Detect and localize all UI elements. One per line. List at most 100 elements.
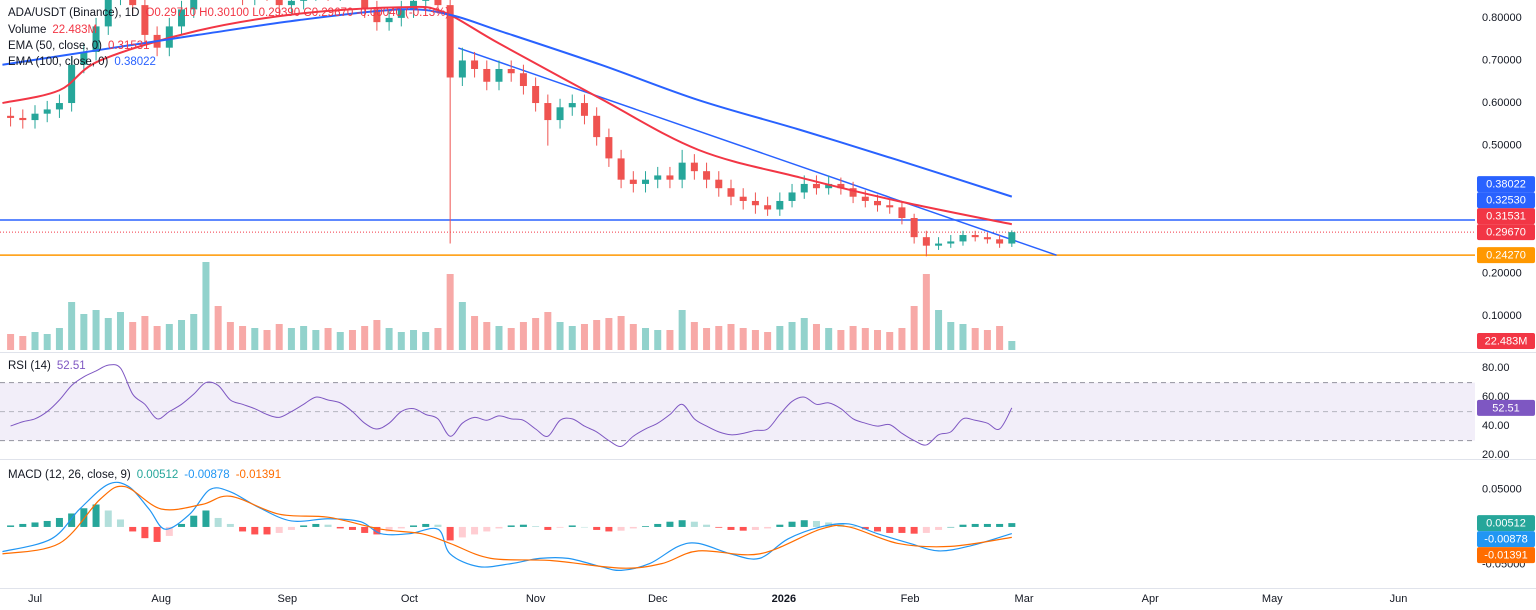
macd-histogram-bar xyxy=(68,513,76,527)
axes: Jul Aug Sep Oct Nov Dec 2026 Feb Mar Apr May Jun 0.8… xyxy=(28,12,1535,605)
rsi-value: 52.51 xyxy=(57,360,86,372)
macd-histogram-bar xyxy=(190,515,198,527)
macd-histogram-bar xyxy=(141,526,149,539)
legend-row: EMA (50, close, 0) 0.31531 xyxy=(8,40,150,52)
macd-line xyxy=(2,481,1012,572)
macd-histogram-bar xyxy=(129,526,137,532)
rsi-tick-label: 20.00 xyxy=(1482,449,1510,461)
candle-body xyxy=(788,192,796,201)
volume-bar xyxy=(874,330,882,350)
candle-body xyxy=(654,175,662,180)
macd-histogram-bar xyxy=(361,526,369,533)
volume-tag-text: 22.483M xyxy=(1485,335,1528,347)
macd-histogram-bar xyxy=(80,508,88,527)
candle-body xyxy=(178,9,186,27)
price-tag-text: 0.29670 xyxy=(1486,227,1526,239)
volume-bar xyxy=(898,328,906,350)
candle-body xyxy=(519,73,527,87)
volume-bar xyxy=(446,274,454,350)
macd-histogram-bar xyxy=(434,524,442,527)
rsi-legend: RSI (14) xyxy=(8,360,51,372)
volume-bar xyxy=(324,328,332,350)
volume-bar xyxy=(886,332,894,350)
macd-histogram-bar xyxy=(226,523,234,527)
macd-histogram-bar xyxy=(922,526,930,533)
symbol-title: ADA/USDT (Binance), 1D xyxy=(8,7,139,19)
macd-histogram-bar xyxy=(605,526,613,532)
candle-body xyxy=(80,51,88,65)
volume-bar xyxy=(959,324,967,350)
macd-histogram-bar xyxy=(19,523,27,527)
candle-body xyxy=(800,183,808,193)
macd-histogram-bar xyxy=(263,526,271,535)
candle-body xyxy=(373,9,381,23)
candle-body xyxy=(129,0,137,6)
volume-bar xyxy=(739,328,747,350)
macd-pane xyxy=(2,481,1016,572)
candle-body xyxy=(690,162,698,172)
volume-tag xyxy=(1477,333,1535,350)
volume-bar xyxy=(251,328,259,350)
x-tick-label: Jul xyxy=(28,593,42,605)
volume-bar xyxy=(861,328,869,350)
macd-histogram-bar xyxy=(800,520,808,527)
candle-body xyxy=(703,171,711,180)
volume-bar xyxy=(19,336,27,350)
candle-body xyxy=(19,117,27,121)
volume-bar xyxy=(776,326,784,350)
rsi-line xyxy=(10,364,1013,447)
volume-bar xyxy=(495,326,503,350)
macd-histogram-bar xyxy=(251,526,259,535)
macd-histogram-bar xyxy=(214,517,222,527)
macd-tag xyxy=(1477,547,1535,564)
x-tick-label: Apr xyxy=(1142,593,1159,605)
legend-row: MACD (12, 26, close, 9) 0.00512 -0.00878 -0… xyxy=(8,469,281,481)
volume-bar xyxy=(226,322,234,350)
volume-bar xyxy=(983,330,991,350)
volume-bar xyxy=(1008,341,1016,350)
candle-body xyxy=(300,0,308,1)
candle-body xyxy=(996,239,1004,244)
macd-histogram-bar xyxy=(629,526,637,529)
volume-bar xyxy=(165,324,173,350)
candle-body xyxy=(275,0,283,6)
candle-body xyxy=(935,243,943,246)
ema50-legend: EMA (50, close, 0) xyxy=(8,40,102,52)
x-tick-label: 2026 xyxy=(772,593,796,605)
volume-bar xyxy=(287,328,295,350)
volume-bar xyxy=(935,310,943,350)
rsi-pane xyxy=(0,364,1475,447)
macd-tag-text: 0.00512 xyxy=(1486,518,1526,530)
candle-body xyxy=(605,137,613,159)
candle-body xyxy=(410,0,418,10)
volume-bar xyxy=(202,262,210,350)
y-tick-label: 0.80000 xyxy=(1482,12,1522,24)
volume-bar xyxy=(678,310,686,350)
volume-bar xyxy=(410,330,418,350)
macd-histogram-bar xyxy=(751,526,759,530)
volume-bar xyxy=(825,328,833,350)
macd-tag xyxy=(1477,531,1535,548)
macd-histogram-bar xyxy=(300,525,308,527)
volume-bar xyxy=(764,332,772,350)
macd-histogram-bar xyxy=(727,526,735,530)
volume-bar xyxy=(532,318,540,350)
x-tick-label: Oct xyxy=(401,593,418,605)
volume-bar xyxy=(580,324,588,350)
volume-bar xyxy=(922,274,930,350)
macd-histogram-bar xyxy=(556,526,564,528)
macd-histogram-bar xyxy=(568,525,576,527)
volume-bar xyxy=(31,332,39,350)
candle-body xyxy=(507,68,515,74)
volume-bar xyxy=(434,328,442,350)
signal-value: -0.01391 xyxy=(236,469,281,481)
candle-body xyxy=(471,60,479,69)
volume-bar xyxy=(593,320,601,350)
y-tick-label: 0.10000 xyxy=(1482,310,1522,322)
candle-body xyxy=(434,0,442,6)
volume-bar xyxy=(727,324,735,350)
macd-histogram-bar xyxy=(532,526,540,527)
macd-tick-label: 0.05000 xyxy=(1482,483,1522,495)
candle-body xyxy=(617,158,625,180)
volume-bar xyxy=(104,318,112,350)
